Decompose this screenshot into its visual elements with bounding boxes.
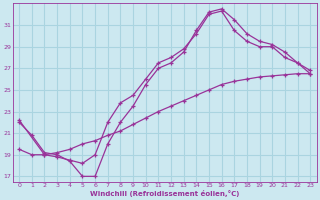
X-axis label: Windchill (Refroidissement éolien,°C): Windchill (Refroidissement éolien,°C) [90,190,239,197]
